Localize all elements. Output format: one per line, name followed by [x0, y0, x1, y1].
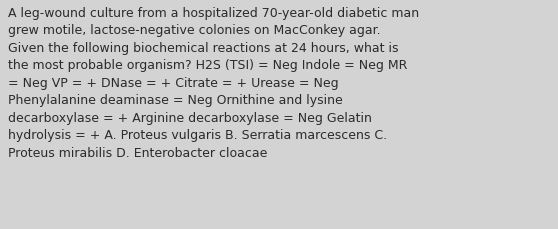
Text: A leg-wound culture from a hospitalized 70-year-old diabetic man
grew motile, la: A leg-wound culture from a hospitalized …	[8, 7, 420, 159]
